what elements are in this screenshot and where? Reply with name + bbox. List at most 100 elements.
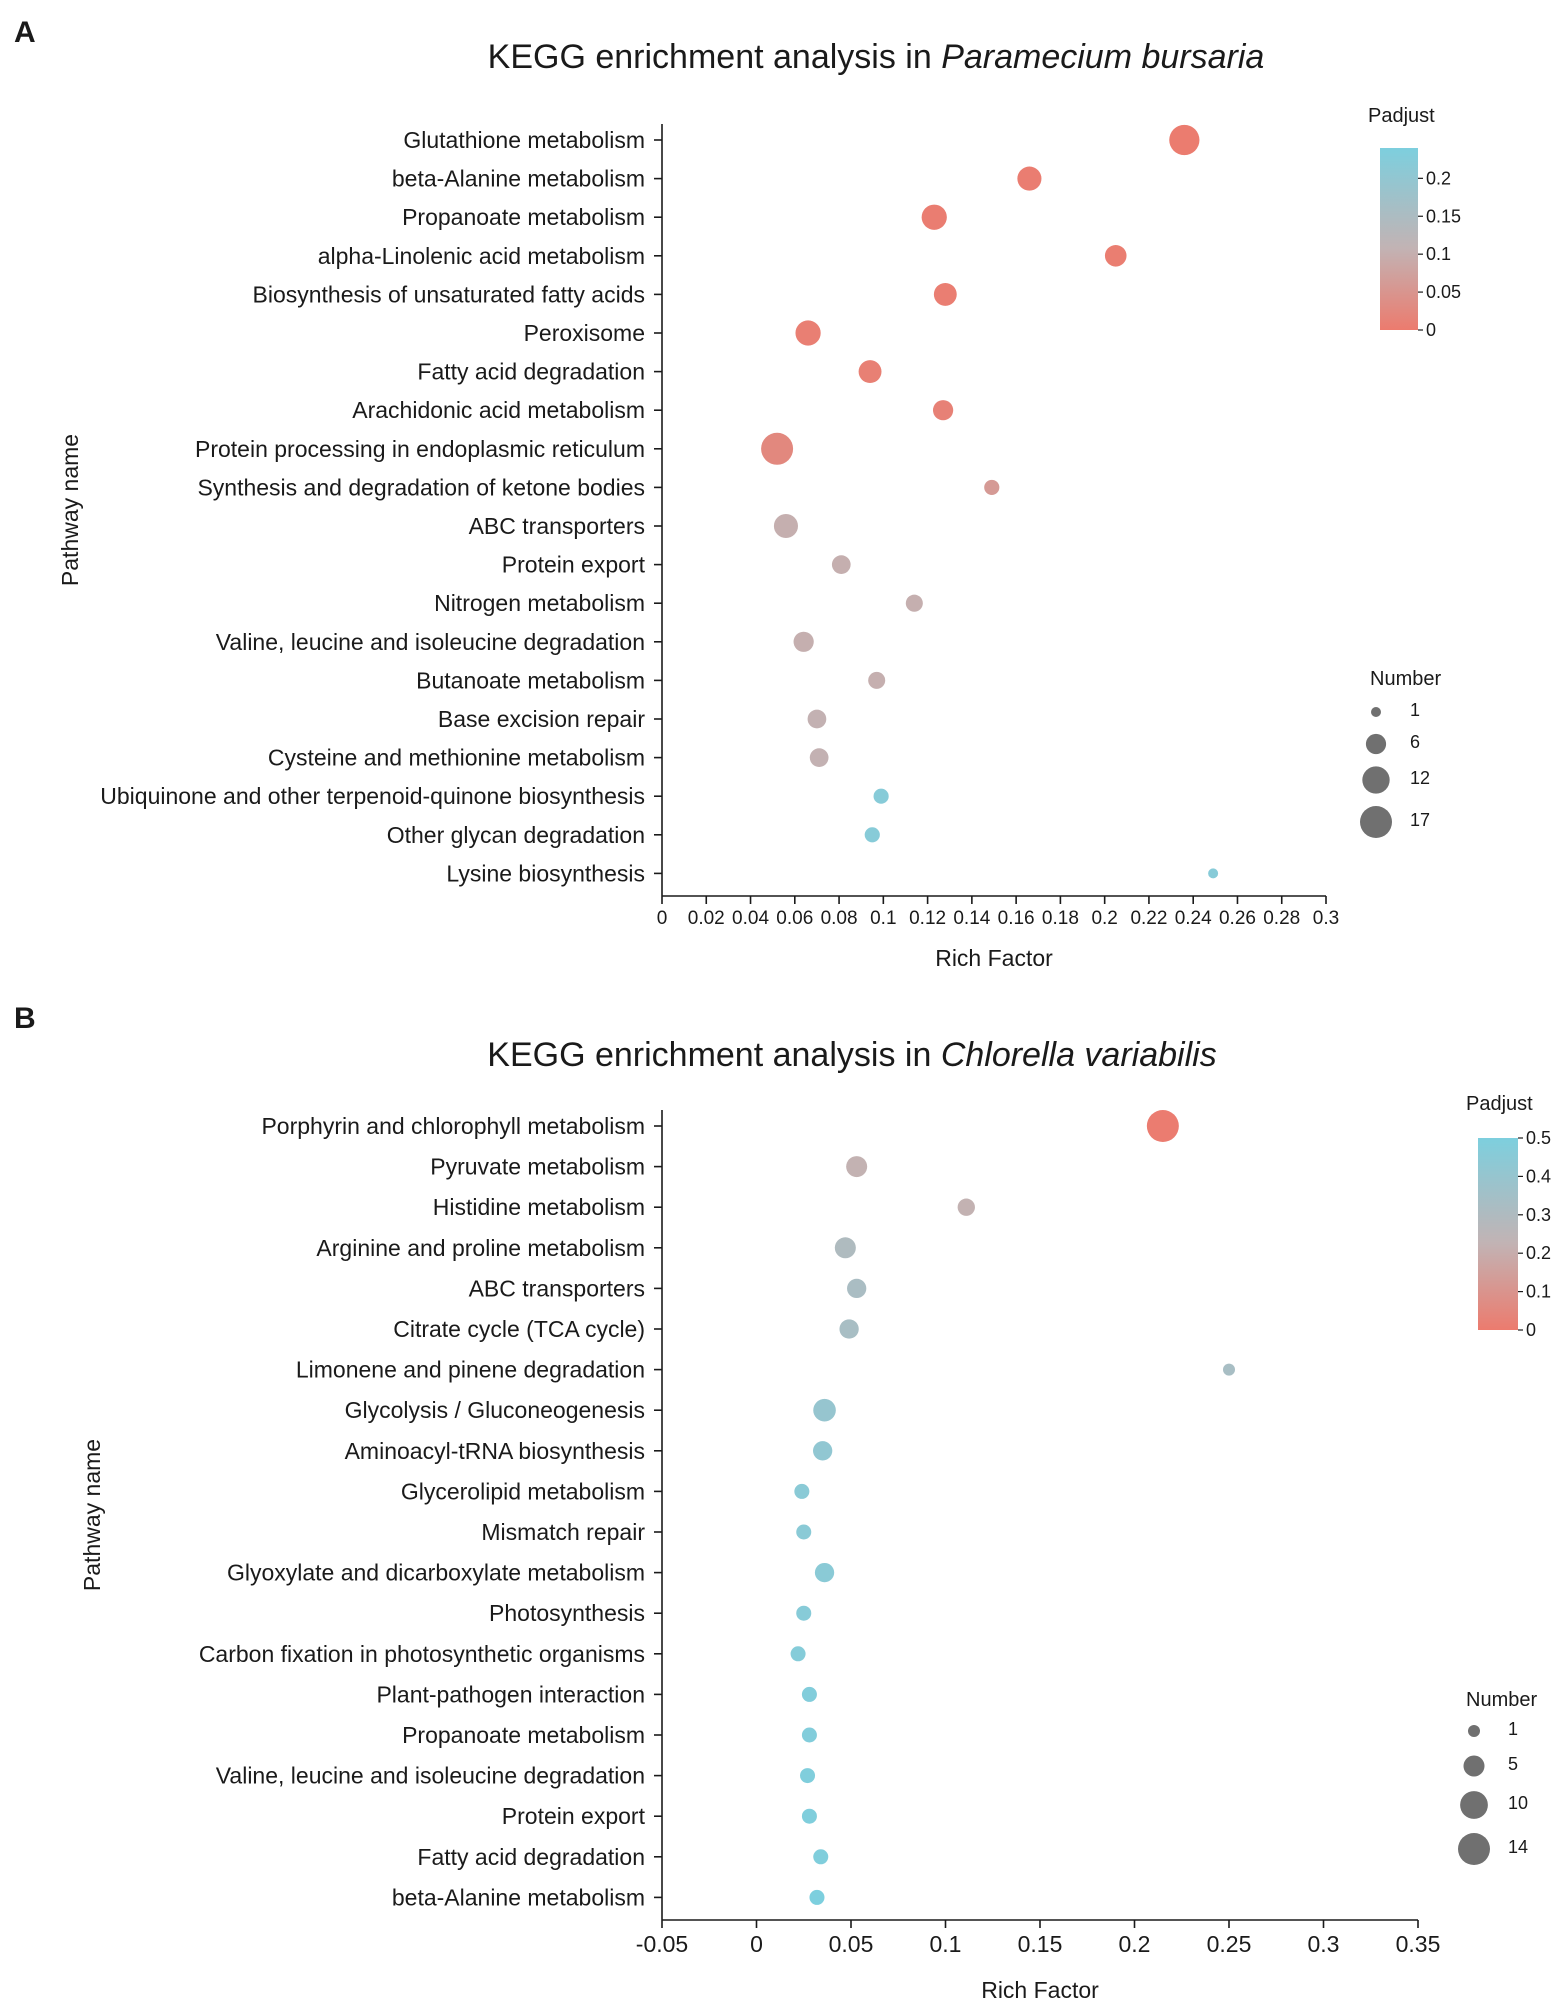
data-point bbox=[761, 432, 794, 465]
color-tick-label: 0.1 bbox=[1426, 244, 1451, 264]
category-label: Glutathione metabolism bbox=[403, 127, 645, 153]
category-label: Aminoacyl-tRNA biosynthesis bbox=[345, 1438, 645, 1464]
x-tick-label: 0.1 bbox=[870, 908, 896, 929]
size-legend-circle bbox=[1365, 733, 1387, 755]
color-bar-b bbox=[1478, 1138, 1518, 1330]
x-axis-label-b: Rich Factor bbox=[981, 1977, 1099, 2003]
y-axis-label-b: Pathway name bbox=[79, 1439, 105, 1591]
panel-letter-a: A bbox=[14, 16, 36, 49]
size-legend-circle bbox=[1360, 806, 1392, 838]
x-tick-label: 0 bbox=[657, 908, 668, 929]
data-point bbox=[809, 1889, 825, 1905]
x-tick-label: 0.14 bbox=[953, 908, 990, 929]
data-point bbox=[858, 360, 882, 384]
data-point bbox=[1208, 868, 1219, 879]
panel-b: B KEGG enrichment analysis in Chlorella … bbox=[14, 1002, 1551, 2003]
data-point bbox=[813, 1849, 829, 1865]
x-tick-label: 0.24 bbox=[1175, 908, 1212, 929]
x-tick-label: 0.15 bbox=[1018, 1931, 1063, 1957]
category-label: Arginine and proline metabolism bbox=[316, 1235, 645, 1261]
category-label: Synthesis and degradation of ketone bodi… bbox=[197, 474, 645, 500]
color-tick-label: 0.5 bbox=[1526, 1128, 1551, 1148]
size-legend-label: 1 bbox=[1508, 1719, 1518, 1739]
x-tick-label: 0.1 bbox=[930, 1931, 962, 1957]
color-tick-label: 0.15 bbox=[1426, 206, 1461, 226]
category-label: alpha-Linolenic acid metabolism bbox=[318, 243, 645, 269]
category-label: Propanoate metabolism bbox=[402, 1722, 645, 1748]
color-tick-label: 0.1 bbox=[1526, 1282, 1551, 1302]
size-legend-circle bbox=[1460, 1791, 1488, 1819]
data-point bbox=[957, 1198, 975, 1216]
category-labels-a: Glutathione metabolism beta-Alanine metab… bbox=[100, 127, 662, 886]
category-label: Propanoate metabolism bbox=[402, 204, 645, 230]
category-label: Valine, leucine and isoleucine degradati… bbox=[216, 1763, 645, 1789]
size-legend-b: Number 1 5 10 14 bbox=[1458, 1689, 1537, 1865]
x-tick-label: 0.18 bbox=[1042, 908, 1079, 929]
size-legend-a: Number 1 6 12 17 bbox=[1360, 668, 1441, 838]
category-label: beta-Alanine metabolism bbox=[392, 166, 645, 192]
category-label: Cysteine and methionine metabolism bbox=[268, 745, 645, 771]
data-point bbox=[790, 1646, 806, 1662]
category-label: Glyoxylate and dicarboxylate metabolism bbox=[227, 1560, 645, 1586]
data-point bbox=[933, 282, 957, 306]
size-legend-items-a: 1 6 12 17 bbox=[1360, 700, 1430, 838]
data-point bbox=[1146, 1110, 1179, 1142]
size-legend-circle bbox=[1362, 766, 1390, 794]
x-tick-label: 0.28 bbox=[1263, 908, 1300, 929]
x-ticks-b: -0.05 0 0.05 0.1 0.15 0.2 0.25 0.3 0.35 bbox=[636, 1920, 1441, 1957]
color-legend-ticks-b: 0.5 0.4 0.3 0.2 0.1 0 bbox=[1518, 1128, 1551, 1340]
data-point bbox=[868, 671, 886, 689]
category-label: Limonene and pinene degradation bbox=[296, 1357, 645, 1383]
size-legend-circle bbox=[1463, 1755, 1485, 1777]
category-label: Biosynthesis of unsaturated fatty acids bbox=[253, 281, 646, 307]
category-label: Peroxisome bbox=[524, 320, 645, 346]
size-legend-label: 17 bbox=[1410, 810, 1430, 830]
data-point bbox=[795, 320, 821, 346]
data-point bbox=[801, 1808, 817, 1824]
size-legend-label: 1 bbox=[1410, 700, 1420, 720]
data-point bbox=[846, 1156, 868, 1178]
category-label: Photosynthesis bbox=[489, 1600, 645, 1626]
category-label: Porphyrin and chlorophyll metabolism bbox=[261, 1113, 645, 1139]
data-point bbox=[813, 1398, 836, 1422]
category-label: Glycerolipid metabolism bbox=[401, 1478, 645, 1504]
category-label: Base excision repair bbox=[438, 706, 645, 732]
color-bar-a bbox=[1380, 148, 1418, 330]
data-point bbox=[1017, 166, 1042, 191]
color-legend-title-b: Padjust bbox=[1466, 1093, 1533, 1115]
data-point bbox=[984, 479, 1000, 495]
data-point bbox=[932, 400, 954, 421]
color-tick-label: 0.05 bbox=[1426, 282, 1461, 302]
data-point bbox=[834, 1237, 856, 1259]
x-tick-label: 0.35 bbox=[1396, 1931, 1441, 1957]
x-tick-label: 0.25 bbox=[1207, 1931, 1252, 1957]
data-point bbox=[801, 1727, 817, 1743]
data-point bbox=[1223, 1363, 1235, 1376]
data-point bbox=[807, 709, 827, 729]
category-label: Butanoate metabolism bbox=[416, 667, 645, 693]
category-label: Pyruvate metabolism bbox=[430, 1154, 645, 1180]
category-label: Protein processing in endoplasmic reticu… bbox=[195, 436, 645, 462]
category-label: Mismatch repair bbox=[481, 1519, 645, 1545]
data-point bbox=[905, 594, 923, 612]
data-point bbox=[873, 788, 889, 804]
color-legend-title-a: Padjust bbox=[1368, 105, 1435, 127]
color-tick-label: 0.2 bbox=[1526, 1243, 1551, 1263]
category-label: ABC transporters bbox=[469, 513, 645, 539]
size-legend-label: 5 bbox=[1508, 1754, 1518, 1774]
data-points-a bbox=[761, 124, 1219, 879]
category-label: Plant-pathogen interaction bbox=[376, 1681, 645, 1707]
category-label: Arachidonic acid metabolism bbox=[352, 397, 645, 423]
size-legend-circle bbox=[1458, 1833, 1490, 1865]
size-legend-label: 10 bbox=[1508, 1793, 1528, 1813]
category-label: Carbon fixation in photosynthetic organi… bbox=[199, 1641, 645, 1667]
category-label: ABC transporters bbox=[469, 1275, 645, 1301]
x-tick-label: 0.05 bbox=[829, 1931, 874, 1957]
category-label: Fatty acid degradation bbox=[417, 1844, 645, 1870]
size-legend-items-b: 1 5 10 14 bbox=[1458, 1719, 1528, 1865]
data-point bbox=[813, 1441, 833, 1461]
data-point bbox=[864, 827, 880, 843]
size-legend-label: 14 bbox=[1508, 1837, 1528, 1857]
category-label: Citrate cycle (TCA cycle) bbox=[393, 1316, 645, 1342]
color-tick-label: 0.3 bbox=[1526, 1205, 1551, 1225]
